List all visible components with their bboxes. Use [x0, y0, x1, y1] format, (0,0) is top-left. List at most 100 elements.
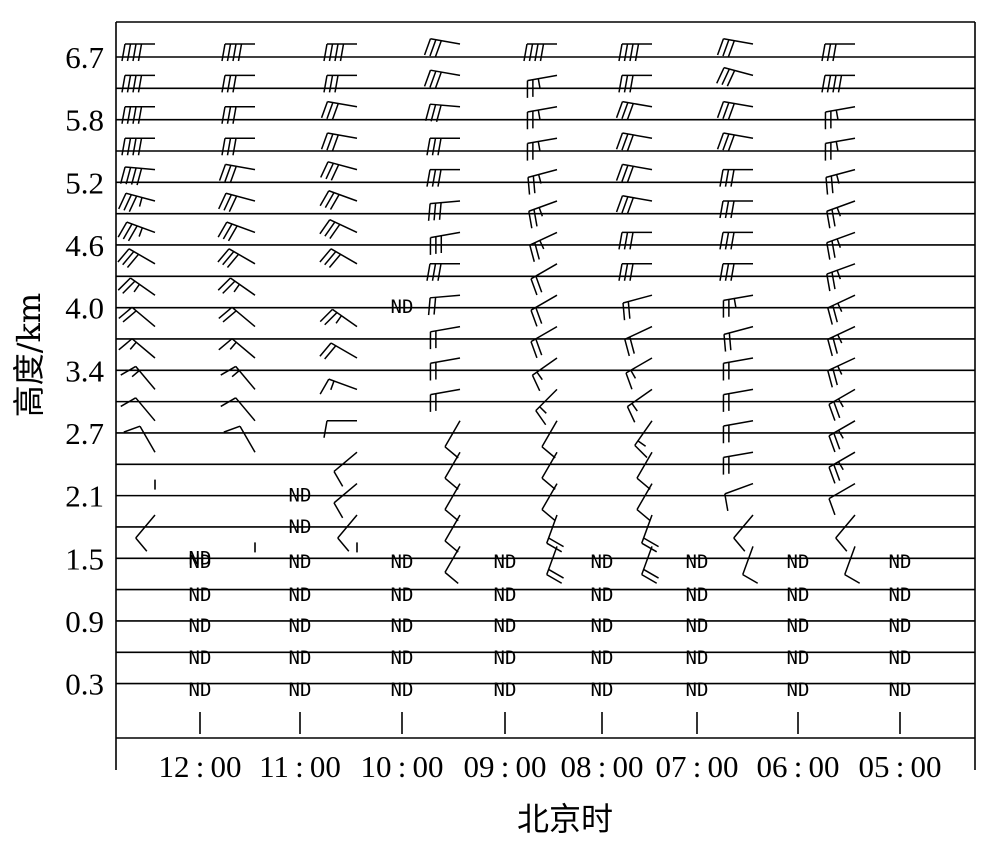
no-data-marker: ND	[787, 679, 810, 701]
wind-barb	[546, 514, 564, 553]
wind-barb	[119, 166, 156, 186]
wind-barb	[117, 221, 156, 242]
x-axis-title: 北京时	[517, 800, 613, 838]
wind-barb	[526, 137, 558, 161]
no-data-marker: ND	[494, 679, 517, 701]
wind-barb	[844, 546, 861, 584]
wind-barb	[121, 43, 155, 62]
no-data-marker: ND	[494, 584, 517, 606]
no-data-marker: ND	[289, 551, 312, 573]
wind-barb	[218, 163, 256, 183]
wind-barb	[618, 74, 652, 93]
wind-barb	[323, 420, 357, 438]
wind-barb	[426, 168, 460, 187]
wind-barb	[541, 420, 558, 459]
no-data-marker: ND	[787, 615, 810, 637]
wind-barb	[733, 514, 754, 552]
no-data-marker: ND	[591, 615, 614, 637]
x-tick-labels: 12 : 00 11 : 00 10 : 00 09 : 00 08 : 00 07 : …	[158, 712, 942, 784]
wind-barb	[217, 221, 256, 242]
y-tick-label: 5.2	[65, 165, 104, 200]
no-data-marker: ND	[889, 679, 912, 701]
wind-barb	[429, 357, 461, 381]
wind-barb	[123, 425, 156, 453]
wind-barb	[527, 168, 558, 195]
x-tick-label: 12 : 00	[158, 749, 241, 784]
y-axis-title: 高度/km	[10, 293, 48, 418]
wind-barb	[320, 161, 358, 181]
wind-barb	[634, 420, 653, 459]
wind-barb	[719, 168, 753, 187]
no-data-marker: ND	[889, 615, 912, 637]
no-data-marker: ND	[289, 485, 312, 507]
wind-barb	[824, 106, 856, 130]
no-data-marker: ND	[889, 584, 912, 606]
wind-barb	[121, 137, 155, 156]
no-data-marker: ND	[591, 647, 614, 669]
no-data-marker: ND	[391, 615, 414, 637]
wind-barb	[615, 100, 653, 120]
wind-barb	[218, 192, 256, 213]
no-data-marker: ND	[686, 647, 709, 669]
wind-barb	[120, 365, 156, 390]
wind-barb	[722, 420, 754, 444]
no-data-marker: ND	[494, 615, 517, 637]
wind-barb	[641, 514, 659, 553]
wind-barb	[118, 338, 156, 359]
x-tick-label: 10 : 00	[360, 749, 443, 784]
wind-barb	[529, 231, 558, 262]
wind-barb	[426, 137, 460, 156]
plot-frame	[115, 21, 976, 770]
wind-barb	[821, 74, 855, 93]
wind-barb	[319, 219, 358, 239]
no-data-marker: ND	[391, 296, 414, 318]
x-tick-label: 07 : 00	[655, 749, 738, 784]
wind-barb	[444, 483, 461, 522]
wind-barb	[444, 546, 461, 585]
wind-barb	[121, 106, 155, 124]
no-data-marker: ND	[391, 647, 414, 669]
wind-barb	[429, 388, 461, 412]
wind-barb	[636, 451, 653, 490]
x-tick-label: 06 : 00	[756, 749, 839, 784]
no-data-marker: ND	[787, 584, 810, 606]
no-data-marker: ND	[289, 647, 312, 669]
y-tick-label: 0.9	[65, 604, 104, 639]
wind-barb	[827, 294, 856, 325]
wind-barb	[118, 306, 156, 328]
wind-barb	[320, 132, 358, 152]
no-data-marker: ND	[591, 584, 614, 606]
wind-barb	[615, 195, 653, 215]
wind-barb	[835, 514, 856, 552]
wind-barb	[427, 200, 461, 221]
wind-barb	[641, 546, 659, 584]
wind-barb	[722, 451, 754, 475]
wind-barb	[117, 248, 156, 269]
wind-barb	[221, 43, 255, 62]
wind-barb	[444, 420, 461, 459]
wind-barb	[723, 325, 754, 352]
wind-barb	[530, 294, 558, 327]
no-data-marker: ND	[289, 516, 312, 538]
no-data-marker: ND	[391, 679, 414, 701]
wind-barb	[423, 38, 461, 58]
wind-barb	[319, 342, 358, 360]
wind-barb	[618, 263, 652, 281]
wind-barb	[719, 263, 753, 281]
wind-barb	[333, 483, 358, 519]
wind-barb	[526, 74, 558, 98]
wind-barb	[742, 546, 759, 584]
wind-barb	[426, 263, 460, 281]
wind-barb	[622, 294, 653, 321]
wind-barb	[531, 357, 558, 392]
wind-barb	[221, 74, 255, 93]
wind-barb	[220, 365, 256, 390]
wind-barb	[117, 277, 156, 296]
no-data-marker: ND	[391, 584, 414, 606]
wind-barb	[618, 231, 652, 250]
wind-barb	[218, 338, 256, 359]
wind-barb	[722, 388, 754, 412]
wind-barb	[828, 420, 856, 453]
wind-barb	[626, 388, 653, 423]
